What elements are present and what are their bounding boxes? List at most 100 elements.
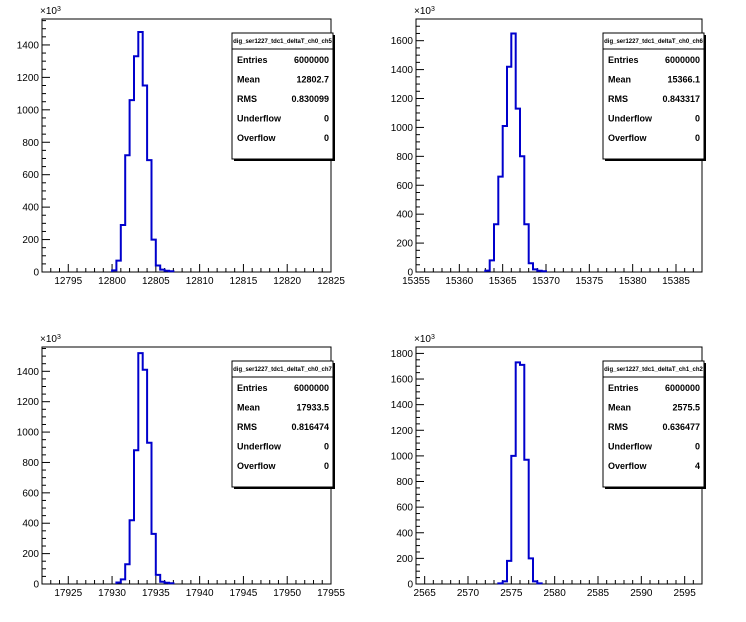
x-tick-label: 12815 <box>230 276 258 287</box>
stat-value-entries: 6000000 <box>665 383 700 393</box>
y-tick-label: 800 <box>22 458 39 469</box>
stat-label-entries: Entries <box>608 383 639 393</box>
x-tick-label: 12795 <box>54 276 82 287</box>
y-tick-label: 1600 <box>391 36 414 47</box>
stat-value-entries: 6000000 <box>294 55 329 65</box>
x-tick-label: 12805 <box>142 276 170 287</box>
x-tick-label: 17955 <box>317 588 345 599</box>
y-tick-label: 400 <box>396 528 413 539</box>
stat-value-mean: 12802.7 <box>296 75 329 85</box>
x-tick-label: 12820 <box>273 276 301 287</box>
y-tick-label: 400 <box>22 203 39 214</box>
stat-label-entries: Entries <box>237 383 268 393</box>
y-tick-label: 1400 <box>391 65 414 76</box>
stats-title: dig_ser1227_tdc1_deltaT_ch0_ch5 <box>233 39 332 45</box>
stats-box: dig_ser1227_tdc1_deltaT_ch0_ch6 Entries 60… <box>602 32 706 161</box>
stat-value-underflow: 0 <box>695 114 700 124</box>
stat-label-mean: Mean <box>237 403 260 413</box>
x-tick-label: 15380 <box>619 276 647 287</box>
y-tick-label: 1200 <box>391 94 414 105</box>
stat-label-underflow: Underflow <box>608 114 653 124</box>
x-tick-label: 2595 <box>674 588 697 599</box>
histogram-line <box>115 352 175 585</box>
y-tick-label: 1400 <box>17 367 40 378</box>
stat-label-rms: RMS <box>608 94 628 104</box>
stats-box: dig_ser1227_tdc1_deltaT_ch1_ch2 Entries 60… <box>602 360 706 489</box>
x-tick-label: 17930 <box>98 588 126 599</box>
y-tick-label: 0 <box>33 268 39 279</box>
stat-value-underflow: 0 <box>324 442 329 452</box>
y-axis-multiplier: ×103 <box>40 6 61 18</box>
y-tick-label: 1800 <box>391 349 414 360</box>
stat-label-mean: Mean <box>237 75 260 85</box>
y-tick-label: 1200 <box>391 426 414 437</box>
stat-label-entries: Entries <box>237 55 268 65</box>
x-tick-label: 2590 <box>630 588 653 599</box>
y-tick-label: 1400 <box>391 400 414 411</box>
stat-label-rms: RMS <box>608 422 628 432</box>
stat-label-underflow: Underflow <box>608 442 653 452</box>
stat-value-entries: 6000000 <box>665 55 700 65</box>
y-tick-label: 600 <box>396 503 413 514</box>
stat-value-overflow: 4 <box>695 461 700 471</box>
y-tick-label: 200 <box>396 239 413 250</box>
stat-label-rms: RMS <box>237 94 257 104</box>
y-axis-multiplier: ×103 <box>414 6 435 18</box>
stat-value-mean: 2575.5 <box>672 403 700 413</box>
y-tick-label: 200 <box>396 554 413 565</box>
y-tick-label: 1000 <box>391 451 414 462</box>
x-tick-label: 2570 <box>457 588 480 599</box>
stat-value-underflow: 0 <box>324 114 329 124</box>
stat-value-overflow: 0 <box>324 461 329 471</box>
stat-label-underflow: Underflow <box>237 442 282 452</box>
x-tick-label: 17945 <box>230 588 258 599</box>
x-tick-label: 15365 <box>489 276 517 287</box>
y-tick-label: 400 <box>22 519 39 530</box>
stat-value-overflow: 0 <box>324 133 329 143</box>
histogram-panel-2: 0 200 400 600 800 1000 1200 1400 1600 15355 15360 1… <box>391 6 706 287</box>
y-tick-label: 1200 <box>17 73 40 84</box>
x-tick-label: 2565 <box>414 588 437 599</box>
x-tick-label: 2575 <box>500 588 523 599</box>
histogram-line <box>497 361 543 585</box>
stat-value-mean: 17933.5 <box>296 403 329 413</box>
stats-title: dig_ser1227_tdc1_deltaT_ch0_ch7 <box>233 367 332 373</box>
y-tick-label: 200 <box>22 235 39 246</box>
x-tick-label: 2580 <box>544 588 567 599</box>
x-tick-label: 17950 <box>273 588 301 599</box>
stat-value-rms: 0.843317 <box>662 94 700 104</box>
histogram-panel-4: 0 200 400 600 800 1000 1200 1400 1600 1800 2565 257… <box>391 334 706 599</box>
y-tick-label: 1000 <box>391 123 414 134</box>
y-tick-label: 600 <box>22 170 39 181</box>
histogram-panel-3: 0 200 400 600 800 1000 1200 1400 17925 17930 17935… <box>17 334 346 600</box>
y-tick-label: 1000 <box>17 105 40 116</box>
stat-label-rms: RMS <box>237 422 257 432</box>
y-tick-label: 600 <box>396 181 413 192</box>
stat-value-overflow: 0 <box>695 133 700 143</box>
y-tick-label: 0 <box>407 268 413 279</box>
y-tick-label: 0 <box>33 580 39 591</box>
x-tick-label: 15370 <box>532 276 560 287</box>
x-tick-label: 17935 <box>142 588 170 599</box>
stat-value-rms: 0.636477 <box>662 422 700 432</box>
y-axis-multiplier: ×103 <box>40 334 61 346</box>
stat-label-mean: Mean <box>608 403 631 413</box>
x-tick-label: 17925 <box>54 588 82 599</box>
y-tick-label: 0 <box>407 580 413 591</box>
x-tick-label: 15360 <box>445 276 473 287</box>
x-tick-label: 17940 <box>186 588 214 599</box>
y-tick-label: 800 <box>22 138 39 149</box>
stat-label-entries: Entries <box>608 55 639 65</box>
y-tick-label: 200 <box>22 549 39 560</box>
y-tick-label: 600 <box>22 488 39 499</box>
stat-label-overflow: Overflow <box>237 461 277 471</box>
stat-value-rms: 0.830099 <box>291 94 329 104</box>
x-tick-label: 15385 <box>662 276 690 287</box>
stat-label-overflow: Overflow <box>608 133 648 143</box>
y-tick-label: 800 <box>396 477 413 488</box>
x-tick-label: 12800 <box>98 276 126 287</box>
histogram-line <box>484 32 547 273</box>
stat-label-underflow: Underflow <box>237 114 282 124</box>
stats-box: dig_ser1227_tdc1_deltaT_ch0_ch5 Entries 60… <box>231 32 335 161</box>
